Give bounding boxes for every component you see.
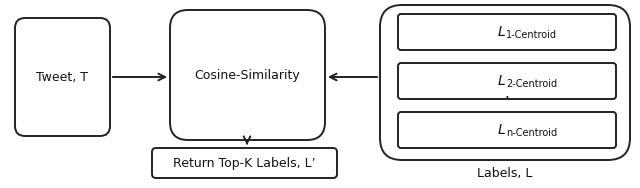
FancyBboxPatch shape [398,63,616,99]
Text: L: L [497,74,505,88]
Text: n-Centroid: n-Centroid [506,128,557,138]
Text: Return Top-K Labels, L’: Return Top-K Labels, L’ [173,156,316,170]
Text: L: L [497,123,505,137]
FancyBboxPatch shape [152,148,337,178]
Text: 1-Centroid: 1-Centroid [506,30,557,40]
Text: ·: · [504,90,509,105]
FancyBboxPatch shape [380,5,630,160]
Text: Tweet, T: Tweet, T [36,70,88,83]
Text: 2-Centroid: 2-Centroid [506,79,557,89]
Text: L: L [497,25,505,39]
Text: Labels, L: Labels, L [477,168,532,180]
FancyBboxPatch shape [170,10,325,140]
Text: Cosine-Similarity: Cosine-Similarity [195,68,300,82]
FancyBboxPatch shape [15,18,110,136]
FancyBboxPatch shape [398,112,616,148]
FancyBboxPatch shape [398,14,616,50]
